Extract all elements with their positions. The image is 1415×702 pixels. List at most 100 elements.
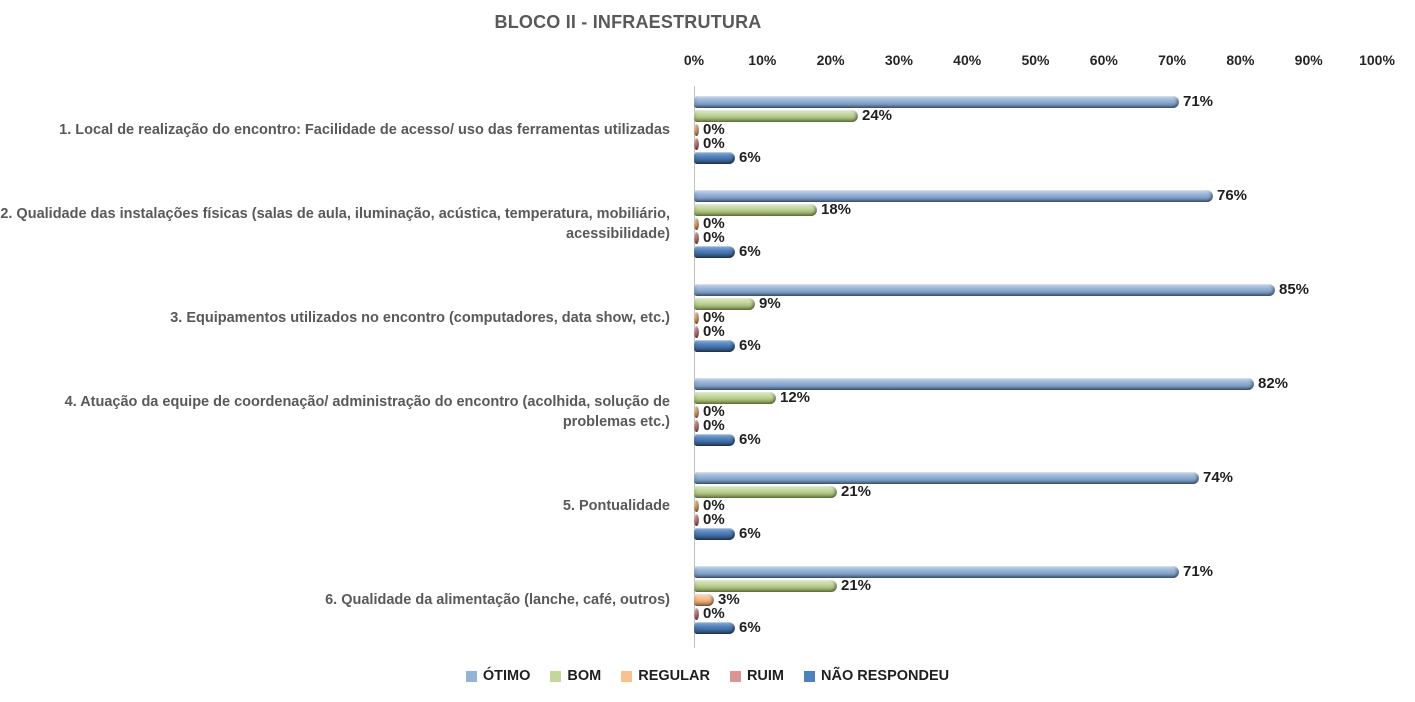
data-label: 0% bbox=[703, 309, 725, 326]
category-label-text: 6. Qualidade da alimentação (lanche, caf… bbox=[325, 592, 670, 608]
category-bars: 71% 21% 3% 0% 6% bbox=[694, 564, 1415, 635]
legend-marker bbox=[729, 670, 741, 682]
legend-label: RUIM bbox=[746, 668, 785, 684]
data-label: 21% bbox=[841, 483, 872, 500]
bar-ruim bbox=[694, 514, 699, 526]
bar-não-respondeu bbox=[694, 528, 735, 540]
bar-row: 71% bbox=[694, 93, 1415, 110]
data-label: 18% bbox=[821, 201, 852, 218]
bar-row: 0% bbox=[694, 605, 1415, 622]
bar-bom bbox=[694, 580, 837, 592]
bar-bom bbox=[694, 204, 817, 216]
legend-label: ÓTIMO bbox=[482, 668, 531, 684]
bar-regular bbox=[694, 594, 714, 606]
legend-item: NÃO RESPONDEU bbox=[804, 668, 949, 684]
legend-marker bbox=[804, 670, 816, 682]
legend-item: ÓTIMO bbox=[465, 668, 531, 684]
legend-item: RUIM bbox=[729, 668, 785, 684]
category-label-text: 4. Atuação da equipe de coordenação/ adm… bbox=[64, 394, 670, 430]
bar-row: 71% bbox=[694, 564, 1415, 579]
legend: ÓTIMO BOM REGULAR RUIM NÃO RESPONDEU bbox=[0, 668, 1415, 684]
category-label: 4. Atuação da equipe de coordenação/ adm… bbox=[0, 378, 694, 446]
data-label: 76% bbox=[1217, 187, 1248, 204]
bar-row: 18% bbox=[694, 201, 1415, 218]
legend-item: BOM bbox=[550, 668, 601, 684]
bar-row: 76% bbox=[694, 187, 1415, 204]
bar-regular bbox=[694, 124, 699, 136]
bar-row: 3% bbox=[694, 592, 1415, 607]
x-axis-tick: 0% bbox=[683, 52, 705, 68]
bar-row: 12% bbox=[694, 389, 1415, 406]
category-bars: 71% 24% 0% 0% 6% bbox=[694, 93, 1415, 165]
bar-row: 0% bbox=[694, 498, 1415, 513]
data-label: 71% bbox=[1183, 93, 1214, 110]
category-label-text: 2. Qualidade das instalações físicas (sa… bbox=[0, 206, 670, 242]
bar-row: 0% bbox=[694, 511, 1415, 528]
bar-não-respondeu bbox=[694, 246, 735, 258]
bar-row: 6% bbox=[694, 620, 1415, 635]
bar-ruim bbox=[694, 326, 699, 338]
bar-row: 6% bbox=[694, 431, 1415, 448]
bar-ótimo bbox=[694, 566, 1179, 578]
category-group: 2. Qualidade das instalações físicas (sa… bbox=[0, 187, 1415, 260]
bar-row: 0% bbox=[694, 216, 1415, 231]
bar-row: 0% bbox=[694, 418, 1415, 433]
bar-não-respondeu bbox=[694, 434, 735, 446]
y-axis-line bbox=[694, 86, 695, 648]
bar-regular bbox=[694, 218, 699, 230]
category-group: 4. Atuação da equipe de coordenação/ adm… bbox=[0, 375, 1415, 448]
data-label: 0% bbox=[703, 121, 725, 138]
legend-item: REGULAR bbox=[621, 668, 710, 684]
category-bars: 85% 9% 0% 0% 6% bbox=[694, 282, 1415, 354]
category-label-text: 1. Local de realização do encontro: Faci… bbox=[59, 122, 670, 138]
bar-row: 82% bbox=[694, 375, 1415, 392]
bar-bom bbox=[694, 110, 858, 122]
data-label: 0% bbox=[703, 605, 725, 622]
data-label: 6% bbox=[739, 337, 761, 354]
data-label: 6% bbox=[739, 431, 761, 448]
category-label-text: 5. Pontualidade bbox=[562, 498, 670, 514]
data-label: 6% bbox=[739, 243, 761, 260]
bar-row: 74% bbox=[694, 469, 1415, 486]
bar-row: 6% bbox=[694, 243, 1415, 260]
bar-ótimo bbox=[694, 96, 1179, 108]
bar-bom bbox=[694, 392, 776, 404]
category-group: 5. Pontualidade 74% 21% 0% 0% 6% bbox=[0, 469, 1415, 542]
category-label-text: 3. Equipamentos utilizados no encontro (… bbox=[170, 310, 670, 326]
x-axis-tick: 90% bbox=[1294, 52, 1323, 68]
category-bars: 82% 12% 0% 0% 6% bbox=[694, 375, 1415, 448]
bar-row: 0% bbox=[694, 309, 1415, 326]
legend-marker bbox=[550, 670, 562, 682]
bar-regular bbox=[694, 500, 699, 512]
bar-não-respondeu bbox=[694, 152, 735, 164]
bar-ótimo bbox=[694, 284, 1275, 296]
chart-title: BLOCO II - INFRAESTRUTURA bbox=[494, 12, 762, 32]
plot-area: 1. Local de realização do encontro: Faci… bbox=[0, 93, 1415, 660]
bar-row: 0% bbox=[694, 136, 1415, 151]
bar-row: 21% bbox=[694, 578, 1415, 593]
bar-regular bbox=[694, 406, 699, 418]
category-label: 6. Qualidade da alimentação (lanche, caf… bbox=[0, 566, 694, 634]
category-group: 6. Qualidade da alimentação (lanche, caf… bbox=[0, 564, 1415, 635]
legend-label: REGULAR bbox=[638, 668, 710, 684]
bar-row: 0% bbox=[694, 404, 1415, 419]
bar-ruim bbox=[694, 232, 699, 244]
category-label: 3. Equipamentos utilizados no encontro (… bbox=[0, 284, 694, 352]
x-axis-tick: 30% bbox=[884, 52, 913, 68]
data-label: 6% bbox=[739, 525, 761, 542]
data-label: 0% bbox=[703, 511, 725, 528]
legend-marker bbox=[621, 670, 633, 682]
bar-row: 6% bbox=[694, 525, 1415, 542]
legend-marker bbox=[465, 670, 477, 682]
x-axis-tick: 60% bbox=[1089, 52, 1118, 68]
data-label: 12% bbox=[780, 389, 811, 406]
category-group: 3. Equipamentos utilizados no encontro (… bbox=[0, 282, 1415, 354]
data-label: 74% bbox=[1203, 469, 1234, 486]
data-label: 82% bbox=[1258, 375, 1289, 392]
data-label: 0% bbox=[703, 323, 725, 340]
bar-ruim bbox=[694, 138, 699, 150]
bar-row: 0% bbox=[694, 323, 1415, 340]
bar-ótimo bbox=[694, 190, 1213, 202]
legend-label: NÃO RESPONDEU bbox=[821, 668, 950, 684]
